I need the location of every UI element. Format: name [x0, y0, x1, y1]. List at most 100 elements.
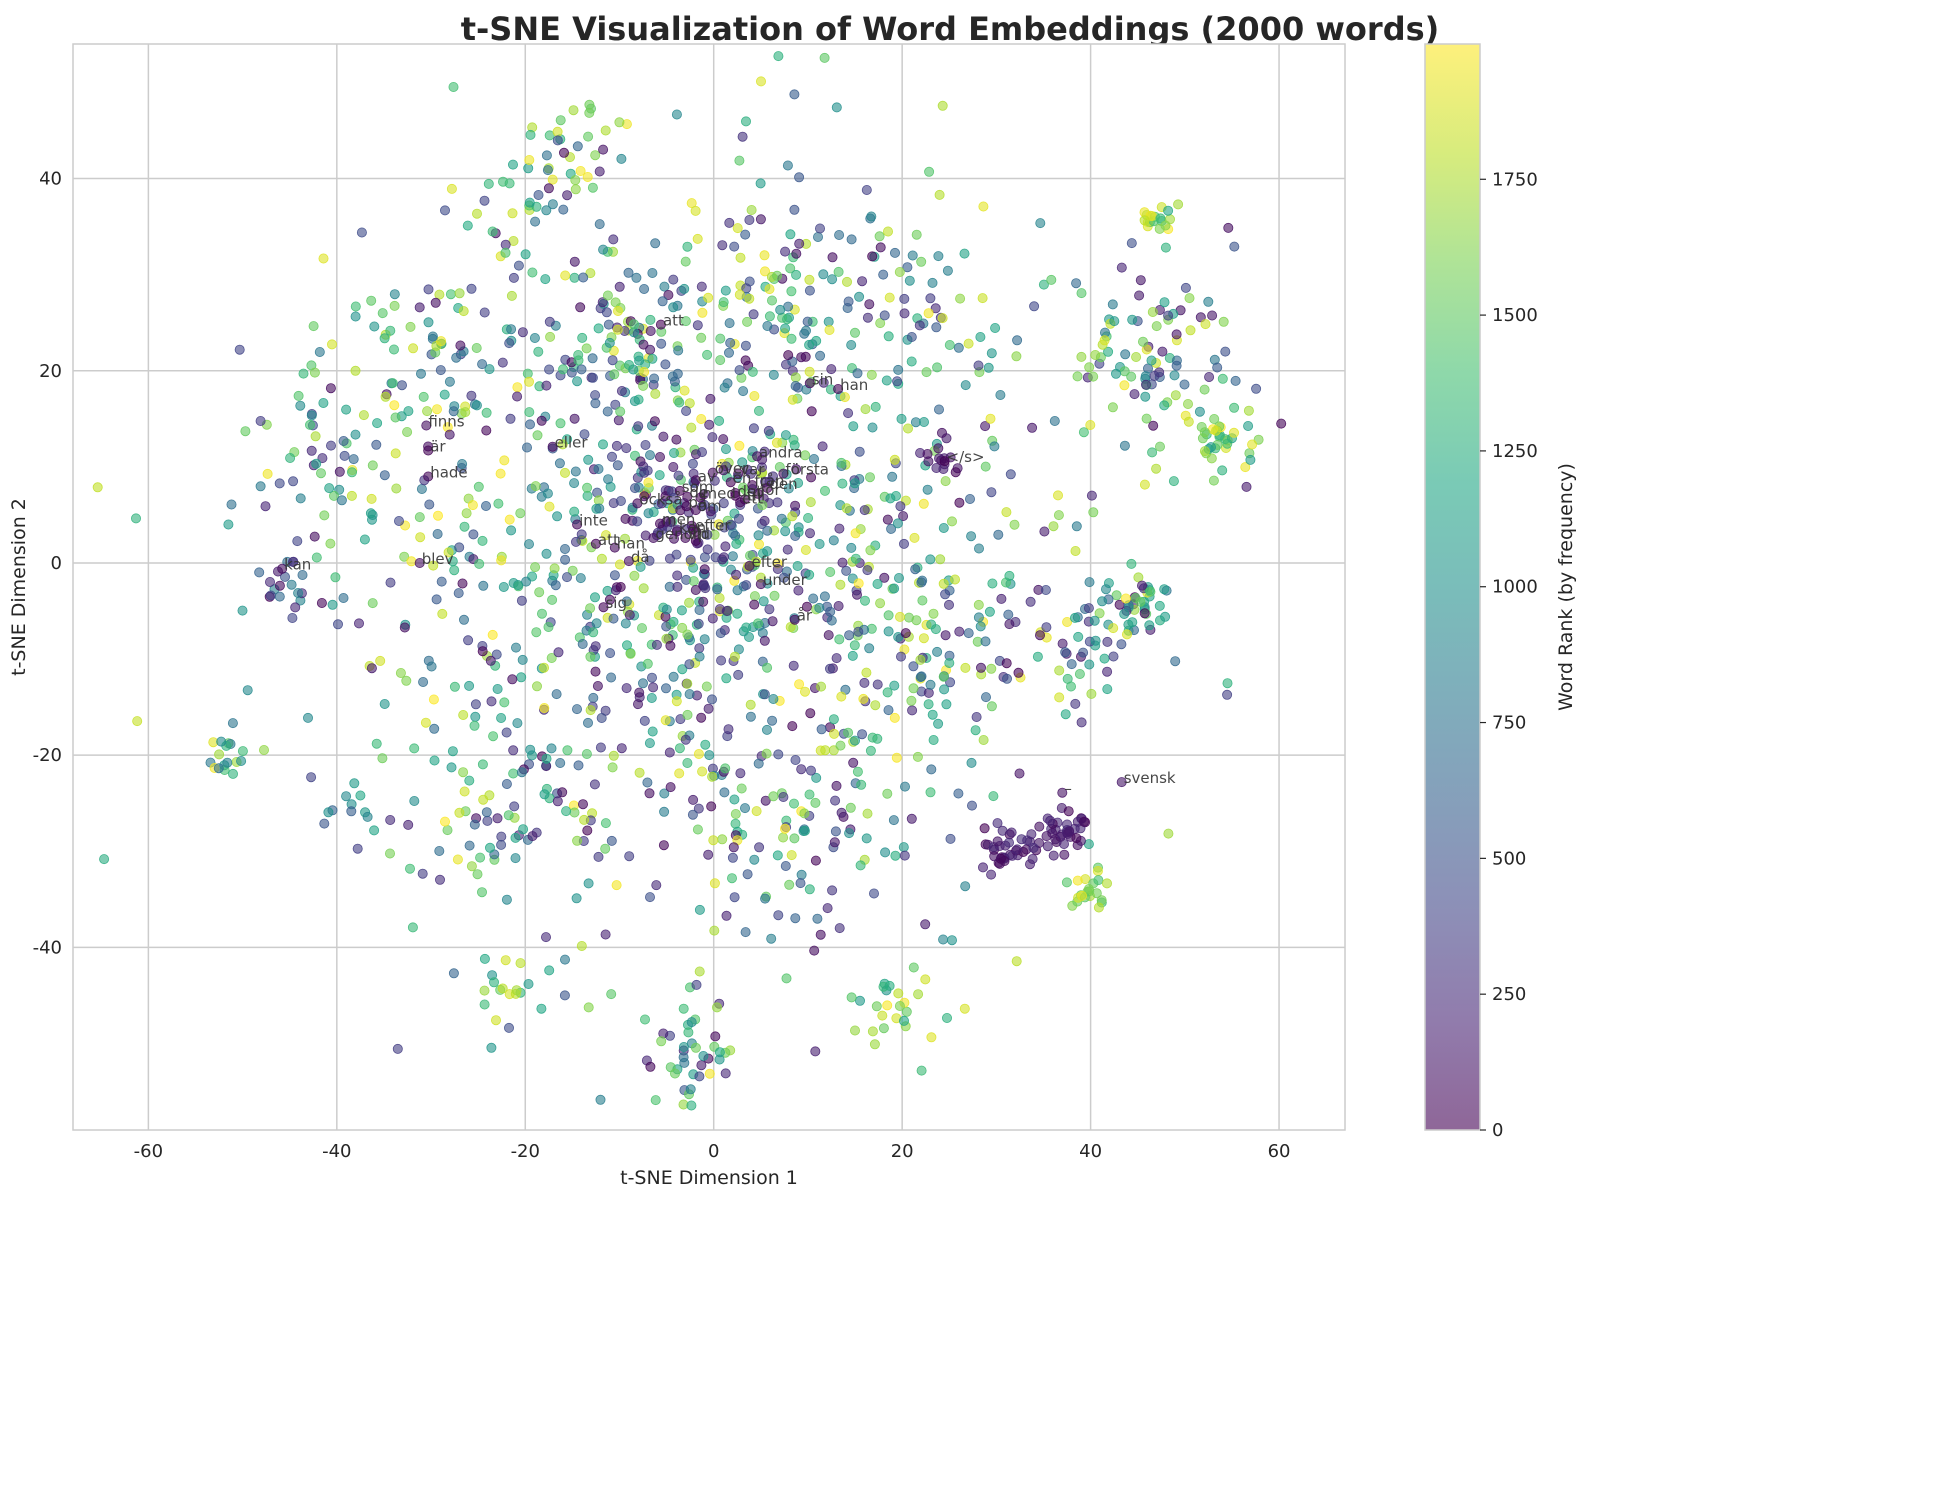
scatter-point: [543, 183, 554, 194]
scatter-point: [1199, 446, 1210, 457]
scatter-point: [213, 763, 224, 774]
scatter-point: [699, 634, 710, 645]
scatter-point: [787, 394, 798, 405]
scatter-point: [590, 150, 601, 161]
scatter-point: [647, 353, 658, 364]
scatter-point: [346, 490, 357, 501]
scatter-point: [509, 801, 520, 812]
scatter-point: [745, 550, 756, 561]
scatter-point: [594, 219, 605, 230]
scatter-point: [403, 406, 414, 417]
scatter-point: [286, 579, 297, 590]
scatter-point: [418, 391, 429, 402]
scatter-point: [430, 297, 441, 308]
scatter-point: [643, 477, 654, 488]
scatter-point: [1066, 659, 1077, 670]
scatter-point: [242, 685, 253, 696]
scatter-point: [630, 483, 641, 494]
scatter-point: [610, 399, 621, 410]
scatter-point: [555, 115, 566, 126]
scatter-point: [1183, 398, 1194, 409]
scatter-point: [571, 536, 582, 547]
scatter-point: [778, 792, 789, 803]
scatter-point: [536, 1003, 547, 1014]
scatter-point: [928, 735, 939, 746]
scatter-point: [486, 696, 497, 707]
scatter-point: [940, 476, 951, 487]
scatter-point: [293, 588, 304, 599]
scatter-point: [923, 308, 934, 319]
scatter-point: [634, 355, 645, 366]
scatter-point: [561, 806, 572, 817]
scatter-point: [295, 400, 306, 411]
scatter-point: [931, 322, 942, 333]
word-label: år: [797, 607, 813, 625]
scatter-point: [350, 311, 361, 322]
scatter-point: [790, 755, 801, 766]
scatter-point: [864, 643, 875, 654]
scatter-point: [810, 1046, 821, 1057]
scatter-point: [802, 316, 813, 327]
scatter-point: [747, 480, 758, 491]
scatter-point: [454, 807, 465, 818]
scatter-point: [848, 757, 859, 768]
scatter-point: [1196, 421, 1207, 432]
scatter-point: [833, 383, 844, 394]
scatter-point: [730, 530, 741, 541]
scatter-point: [771, 437, 782, 448]
scatter-point: [1066, 681, 1077, 692]
scatter-point: [401, 675, 412, 686]
scatter-point: [616, 385, 627, 396]
scatter-point: [693, 803, 704, 814]
scatter-point: [1126, 238, 1137, 249]
scatter-point: [1245, 454, 1256, 465]
scatter-point: [960, 662, 971, 673]
scatter-point: [690, 475, 701, 486]
scatter-point: [677, 622, 688, 633]
scatter-point: [530, 562, 541, 573]
scatter-point: [780, 526, 791, 537]
scatter-point: [687, 458, 698, 469]
scatter-point: [966, 531, 977, 542]
word-label: till: [747, 487, 765, 505]
scatter-point: [642, 777, 653, 788]
scatter-point: [477, 535, 488, 546]
scatter-point: [933, 718, 944, 729]
scatter-point: [1062, 617, 1073, 628]
scatter-point: [611, 880, 622, 891]
scatter-point: [734, 440, 745, 451]
scatter-point: [1111, 590, 1122, 601]
scatter-point: [789, 798, 800, 809]
scatter-point: [749, 591, 760, 602]
scatter-point: [1025, 596, 1036, 607]
scatter-point: [674, 743, 685, 754]
scatter-point: [603, 319, 614, 330]
scatter-point: [1218, 316, 1229, 327]
scatter-point: [694, 966, 705, 977]
scatter-point: [708, 835, 719, 846]
scatter-point: [1034, 821, 1045, 832]
scatter-point: [714, 593, 725, 604]
scatter-point: [658, 431, 669, 442]
scatter-point: [782, 160, 793, 171]
scatter-point: [1170, 656, 1181, 667]
scatter-point: [893, 988, 904, 999]
scatter-point: [731, 569, 742, 580]
scatter-point: [978, 201, 989, 212]
scatter-point: [655, 518, 666, 529]
scatter-point: [900, 781, 911, 792]
scatter-point: [510, 642, 521, 653]
scatter-point: [1045, 815, 1056, 826]
scatter-point: [1171, 329, 1182, 340]
scatter-point: [655, 319, 666, 330]
scatter-point: [336, 495, 347, 506]
scatter-point: [1126, 558, 1137, 569]
scatter-point: [715, 333, 726, 344]
scatter-point: [583, 131, 594, 142]
scatter-point: [849, 478, 860, 489]
scatter-point: [830, 795, 841, 806]
scatter-point: [697, 447, 708, 458]
scatter-point: [989, 851, 1000, 862]
scatter-point: [607, 451, 618, 462]
